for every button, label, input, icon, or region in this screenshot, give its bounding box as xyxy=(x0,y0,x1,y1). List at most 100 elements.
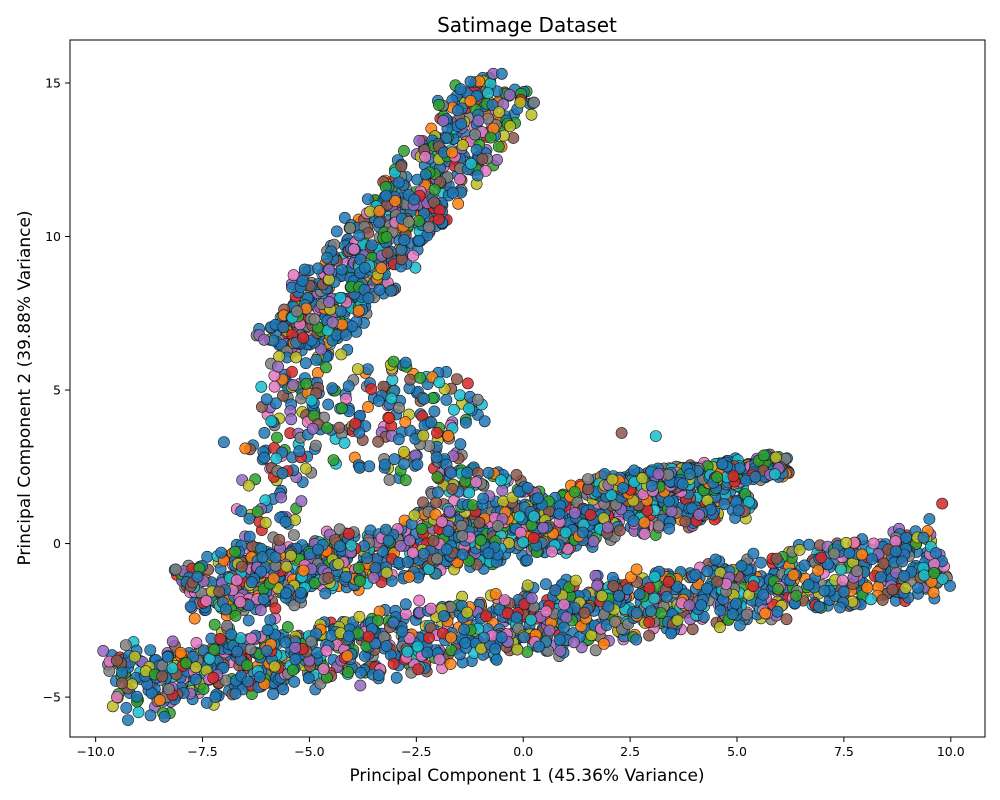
scatter-point xyxy=(813,600,825,613)
y-tick-label: 5 xyxy=(53,383,61,398)
scatter-point xyxy=(336,402,348,415)
scatter-point xyxy=(465,157,477,170)
scatter-point xyxy=(464,95,477,107)
scatter-point xyxy=(569,507,581,519)
scatter-point xyxy=(492,140,505,153)
scatter-point xyxy=(287,529,300,541)
scatter-point xyxy=(582,483,595,495)
scatter-point xyxy=(277,683,290,696)
scatter-point xyxy=(454,438,467,451)
scatter-point xyxy=(540,605,553,618)
scatter-point xyxy=(741,608,753,621)
scatter-point xyxy=(253,671,266,683)
scatter-point xyxy=(757,588,770,601)
scatter-point xyxy=(898,570,911,582)
scatter-point xyxy=(480,610,492,623)
scatter-point xyxy=(260,393,273,406)
scatter-point xyxy=(327,454,340,466)
scatter-point xyxy=(459,416,472,429)
scatter-point xyxy=(214,633,227,645)
y-tick-label: 0 xyxy=(53,536,61,551)
scatter-point xyxy=(334,291,347,304)
scatter-point xyxy=(378,458,391,471)
scatter-point xyxy=(917,531,930,544)
scatter-point xyxy=(918,569,930,582)
scatter-point xyxy=(780,613,793,626)
scatter-point xyxy=(435,515,448,528)
scatter-point xyxy=(425,416,438,429)
y-tick-label: 15 xyxy=(45,75,61,90)
scatter-point xyxy=(408,193,421,206)
scatter-point xyxy=(326,382,339,395)
scatter-point xyxy=(200,595,213,607)
scatter-point xyxy=(380,640,393,652)
x-tick-label: −10.0 xyxy=(76,744,114,759)
scatter-point xyxy=(361,193,374,205)
scatter-point xyxy=(161,651,174,663)
scatter-point xyxy=(372,395,385,407)
scatter-point xyxy=(311,543,324,556)
scatter-point xyxy=(241,675,254,688)
scatter-point xyxy=(461,377,474,390)
scatter-point xyxy=(351,363,364,375)
scatter-point xyxy=(345,539,358,552)
scatter-point xyxy=(275,491,288,504)
scatter-point xyxy=(489,588,502,600)
scatter-point xyxy=(404,373,417,386)
scatter-point xyxy=(295,495,308,508)
scatter-point xyxy=(521,646,534,658)
scatter-point xyxy=(289,641,302,654)
scatter-point xyxy=(803,538,815,551)
scatter-point xyxy=(156,670,168,683)
scatter-point xyxy=(923,513,936,525)
scatter-point xyxy=(793,544,806,556)
scatter-point xyxy=(399,416,412,428)
scatter-point xyxy=(491,153,503,166)
scatter-point xyxy=(732,504,745,517)
chart-title: Satimage Dataset xyxy=(437,13,617,37)
scatter-point xyxy=(387,616,400,629)
scatter-point xyxy=(867,537,880,550)
scatter-point xyxy=(638,528,651,540)
scatter-point xyxy=(596,590,608,602)
scatter-point xyxy=(663,522,675,535)
scatter-point xyxy=(851,565,863,578)
scatter-point xyxy=(482,87,494,99)
scatter-point xyxy=(735,560,748,572)
scatter-point xyxy=(431,426,443,439)
scatter-point xyxy=(273,534,286,546)
scatter-point xyxy=(714,604,727,617)
scatter-point xyxy=(543,624,556,637)
scatter-point xyxy=(158,710,171,723)
scatter-point xyxy=(528,510,540,523)
scatter-point xyxy=(900,531,913,544)
scatter-point xyxy=(471,393,484,406)
scatter-point xyxy=(617,481,629,494)
scatter-point xyxy=(456,139,469,152)
scatter-point xyxy=(757,449,770,462)
scatter-point xyxy=(609,615,621,628)
scatter-point xyxy=(302,672,315,685)
scatter-point xyxy=(166,662,179,675)
scatter-point xyxy=(280,587,293,600)
scatter-point xyxy=(843,547,856,559)
scatter-point xyxy=(602,600,615,613)
scatter-point xyxy=(191,570,204,583)
scatter-point xyxy=(373,205,386,218)
scatter-point xyxy=(235,505,248,518)
scatter-point xyxy=(463,402,475,415)
scatter-point xyxy=(671,614,684,627)
scatter-point xyxy=(828,547,841,560)
scatter-point xyxy=(281,621,294,633)
scatter-point xyxy=(417,547,430,560)
scatter-point xyxy=(431,471,444,484)
scatter-points xyxy=(97,67,956,726)
scatter-point xyxy=(591,579,604,592)
scatter-point xyxy=(385,392,398,405)
scatter-point xyxy=(361,363,374,375)
scatter-point xyxy=(306,422,319,435)
scatter-point xyxy=(380,566,393,579)
scatter-point xyxy=(504,120,516,133)
scatter-point xyxy=(836,574,849,587)
scatter-point xyxy=(381,246,394,259)
